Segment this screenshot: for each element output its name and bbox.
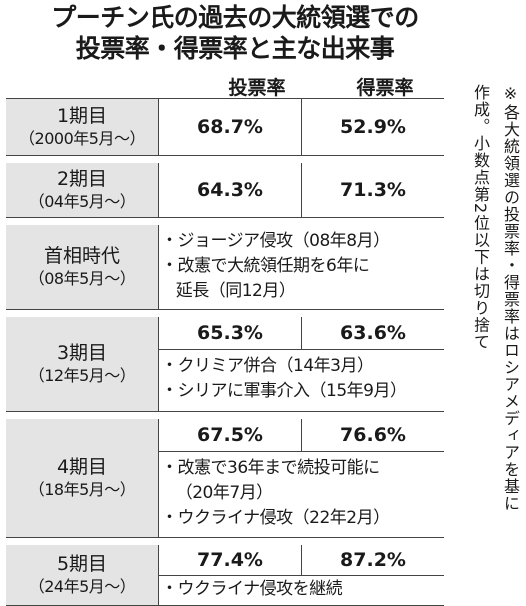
page-title: プーチン氏の過去の大統領選での 投票率・得票率と主な出来事	[0, 2, 470, 64]
row-label: 首相時代 （08年5月〜）	[6, 225, 159, 309]
turnout-value: 65.3%	[197, 322, 263, 344]
term-name: 5期目	[56, 553, 108, 575]
event-item: 延長（同12月）	[161, 281, 296, 301]
event-item: ・クリミア併合（14年3月）	[161, 356, 374, 376]
event-item: （20年7月）	[161, 483, 273, 503]
vote-share-value: 71.3%	[301, 163, 444, 217]
event-item: ・ジョージア侵攻（08年8月）	[161, 231, 390, 251]
column-header-turnout: 投票率	[228, 77, 286, 99]
row-body: 67.5% 76.6% ・改憲で36年まで続投可能に （20年7月） ・ウクライ…	[159, 419, 444, 537]
row-body: 64.3% 71.3%	[159, 163, 444, 217]
vote-share-value: 63.6%	[301, 317, 444, 349]
row-label: 2期目 （04年5月〜）	[6, 163, 159, 217]
row-label: 4期目 （18年5月〜）	[6, 419, 159, 537]
vote-share-value: 76.6%	[301, 419, 444, 451]
term-name: 2期目	[56, 168, 108, 190]
election-table: 1期目 （2000年5月〜） 68.7% 52.9% 2期目 （04年5月〜） …	[6, 98, 444, 606]
values: 77.4% 87.2%	[159, 545, 444, 575]
values: 64.3% 71.3%	[159, 163, 444, 217]
turnout-value: 64.3%	[197, 179, 263, 201]
term-name: 3期目	[56, 342, 108, 364]
events-list: ・クリミア併合（14年3月） ・シリアに軍事介入（15年9月）	[159, 349, 444, 408]
turnout-value: 77.4%	[197, 549, 263, 571]
term-name: 4期目	[56, 456, 108, 478]
term-date: （08年5月〜）	[28, 269, 136, 288]
table-row: 2期目 （04年5月〜） 64.3% 71.3%	[6, 163, 444, 218]
title-line-2: 投票率・得票率と主な出来事	[75, 34, 395, 63]
values: 65.3% 63.6%	[159, 317, 444, 349]
source-note: ※各大統領選の投票率・得票率はロシアメディアを基に 作成。小数点第2位以下は切り…	[466, 84, 524, 594]
table-row: 5期目 （24年5月〜） 77.4% 87.2% ・ウクライナ侵攻を継続	[6, 545, 444, 606]
term-name: 1期目	[56, 105, 108, 127]
note-line-2: 作成。小数点第2位以下は切り捨て	[471, 84, 490, 351]
turnout-value: 68.7%	[197, 116, 263, 138]
row-body: 68.7% 52.9%	[159, 99, 444, 155]
table-row: 3期目 （12年5月〜） 65.3% 63.6% ・クリミア併合（14年3月） …	[6, 317, 444, 412]
term-date: （04年5月〜）	[28, 192, 136, 211]
events-list: ・改憲で36年まで続投可能に （20年7月） ・ウクライナ侵攻（22年2月）	[159, 451, 444, 535]
row-label: 1期目 （2000年5月〜）	[6, 99, 159, 155]
table-row: 1期目 （2000年5月〜） 68.7% 52.9%	[6, 99, 444, 156]
row-label: 3期目 （12年5月〜）	[6, 317, 159, 411]
term-date: （2000年5月〜）	[19, 129, 145, 148]
values: 67.5% 76.6%	[159, 419, 444, 451]
vote-share-value: 52.9%	[301, 99, 444, 155]
term-date: （18年5月〜）	[28, 480, 136, 499]
row-body: 65.3% 63.6% ・クリミア併合（14年3月） ・シリアに軍事介入（15年…	[159, 317, 444, 411]
event-item: ・シリアに軍事介入（15年9月）	[161, 381, 407, 401]
note-line-1: ※各大統領選の投票率・得票率はロシアメディアを基に	[501, 84, 520, 512]
term-name: 首相時代	[43, 245, 120, 267]
row-body: ・ジョージア侵攻（08年8月） ・改憲で大統領任期を6年に 延長（同12月）	[159, 225, 444, 309]
term-date: （24年5月〜）	[28, 577, 136, 596]
row-body: 77.4% 87.2% ・ウクライナ侵攻を継続	[159, 545, 444, 605]
event-item: ・ウクライナ侵攻（22年2月）	[161, 508, 390, 528]
event-item: ・改憲で36年まで続投可能に	[161, 458, 380, 478]
row-label: 5期目 （24年5月〜）	[6, 545, 159, 605]
title-line-1: プーチン氏の過去の大統領選での	[51, 3, 419, 32]
term-date: （12年5月〜）	[28, 366, 136, 385]
table-row: 首相時代 （08年5月〜） ・ジョージア侵攻（08年8月） ・改憲で大統領任期を…	[6, 225, 444, 310]
event-item: ・改憲で大統領任期を6年に	[161, 256, 370, 276]
events-list: ・ジョージア侵攻（08年8月） ・改憲で大統領任期を6年に 延長（同12月）	[159, 225, 444, 308]
turnout-value: 67.5%	[197, 424, 263, 446]
event-item: ・ウクライナ侵攻を継続	[161, 579, 343, 599]
vote-share-value: 87.2%	[301, 545, 444, 575]
events-list: ・ウクライナ侵攻を継続	[159, 575, 444, 602]
column-header-vote-share: 得票率	[356, 77, 414, 99]
table-row: 4期目 （18年5月〜） 67.5% 76.6% ・改憲で36年まで続投可能に …	[6, 419, 444, 538]
values: 68.7% 52.9%	[159, 99, 444, 155]
